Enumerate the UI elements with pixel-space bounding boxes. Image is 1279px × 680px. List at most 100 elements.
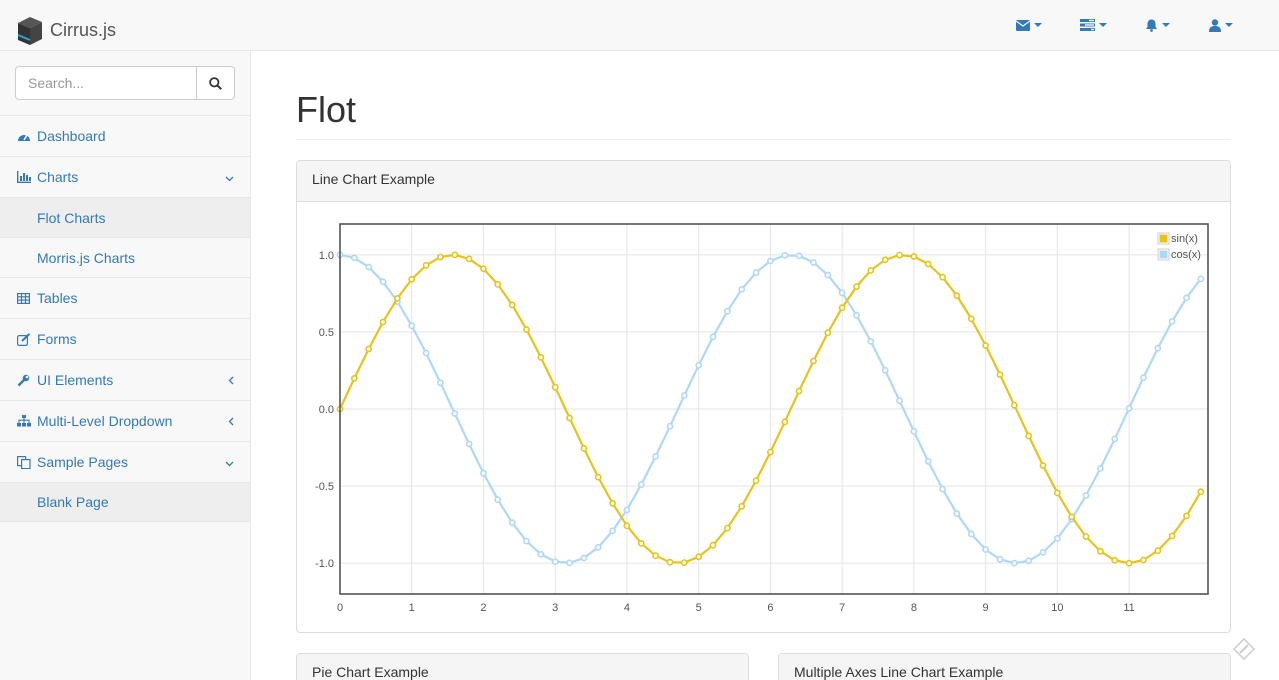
data-point-cos bbox=[623, 506, 631, 514]
plot-border bbox=[339, 223, 1209, 595]
tasks-dropdown[interactable] bbox=[1061, 14, 1125, 36]
brand[interactable]: Cirrus.js bbox=[16, 16, 116, 46]
data-point-sin bbox=[924, 260, 932, 268]
legend-swatch bbox=[1159, 234, 1168, 243]
data-point-sin bbox=[537, 353, 545, 361]
data-point-sin bbox=[996, 371, 1004, 378]
data-point-cos bbox=[508, 519, 516, 527]
data-point-sin bbox=[508, 301, 516, 309]
data-point-cos bbox=[537, 550, 545, 558]
data-point-sin bbox=[781, 418, 789, 426]
data-point-sin bbox=[680, 559, 688, 566]
sidebar-item-multi-level-dropdown[interactable]: Multi-Level Dropdown bbox=[0, 400, 250, 441]
data-point-cos bbox=[724, 307, 731, 315]
data-point-sin bbox=[752, 477, 760, 484]
data-point-sin bbox=[1197, 488, 1205, 496]
y-tick-label: -0.5 bbox=[315, 481, 334, 493]
data-point-cos bbox=[379, 278, 387, 286]
data-point-cos bbox=[580, 554, 588, 562]
data-point-cos bbox=[810, 259, 817, 266]
data-point-cos bbox=[666, 422, 674, 430]
legend-label: sin(x) bbox=[1171, 233, 1198, 245]
data-point-sin bbox=[436, 253, 444, 261]
data-point-cos bbox=[422, 349, 430, 357]
data-point-cos bbox=[594, 543, 602, 551]
x-tick-label: 1 bbox=[409, 602, 415, 614]
sidebar-item-ui-elements[interactable]: UI Elements bbox=[0, 359, 250, 400]
data-point-sin bbox=[824, 329, 832, 337]
sidebar-item-tables[interactable]: Tables bbox=[0, 277, 250, 318]
data-point-cos bbox=[709, 333, 717, 341]
data-point-cos bbox=[408, 322, 416, 330]
sidebar-item-sample-pages[interactable]: Sample Pages bbox=[0, 441, 250, 482]
sidebar-item-morris-charts[interactable]: Morris.js Charts bbox=[0, 237, 250, 277]
legend-label: cos(x) bbox=[1171, 249, 1201, 261]
y-tick-label: 0.0 bbox=[319, 404, 334, 416]
sidebar-item-charts[interactable]: Charts bbox=[0, 156, 250, 197]
data-point-sin bbox=[853, 283, 860, 290]
data-point-cos bbox=[795, 252, 803, 260]
data-point-sin bbox=[982, 342, 989, 349]
chevron-down-icon bbox=[225, 171, 234, 185]
brand-name: Cirrus.js bbox=[50, 19, 116, 40]
data-point-sin bbox=[738, 502, 746, 510]
data-point-sin bbox=[810, 357, 817, 365]
data-point-sin bbox=[566, 414, 573, 422]
data-point-sin bbox=[623, 522, 631, 530]
data-point-sin bbox=[365, 345, 373, 353]
table-icon bbox=[16, 291, 31, 305]
legend-swatch bbox=[1159, 250, 1168, 259]
sidebar-item-forms[interactable]: Forms bbox=[0, 318, 250, 359]
sidebar-item-label: Dashboard bbox=[37, 128, 106, 144]
data-point-sin bbox=[1039, 462, 1047, 469]
x-tick-label: 4 bbox=[624, 602, 630, 614]
x-tick-label: 7 bbox=[839, 602, 845, 614]
caret-down-icon bbox=[1034, 23, 1042, 27]
data-point-cos bbox=[982, 546, 989, 553]
sidebar-item-flot-charts[interactable]: Flot Charts bbox=[0, 197, 250, 237]
sidebar-item-blank-page[interactable]: Blank Page bbox=[0, 482, 250, 522]
x-tick-label: 8 bbox=[911, 602, 917, 614]
x-tick-label: 2 bbox=[480, 602, 486, 614]
data-point-cos bbox=[996, 555, 1004, 563]
panel-heading: Multiple Axes Line Chart Example bbox=[779, 654, 1230, 680]
wrench-icon bbox=[16, 373, 31, 387]
sidebar-item-label: Tables bbox=[37, 290, 78, 306]
top-navbar: Cirrus.js bbox=[0, 0, 1279, 51]
data-point-cos bbox=[1154, 344, 1162, 352]
data-point-cos bbox=[680, 392, 688, 399]
page-title: Flot bbox=[296, 89, 357, 130]
messages-dropdown[interactable] bbox=[997, 14, 1061, 36]
dashboard-icon bbox=[16, 129, 31, 143]
search-button[interactable] bbox=[197, 66, 235, 100]
sidebar-item-dashboard[interactable]: Dashboard bbox=[0, 115, 250, 156]
chevron-down-icon bbox=[225, 456, 234, 470]
data-point-cos bbox=[609, 527, 616, 535]
search-input[interactable] bbox=[15, 66, 197, 100]
data-point-cos bbox=[1197, 275, 1205, 283]
x-tick-label: 0 bbox=[337, 602, 343, 614]
alerts-dropdown[interactable] bbox=[1125, 14, 1189, 36]
data-point-sin bbox=[1097, 547, 1104, 555]
data-point-sin bbox=[1183, 512, 1190, 520]
data-point-cos bbox=[436, 379, 444, 387]
sidebar-menu: Dashboard Charts Flot Charts Morris.js C… bbox=[0, 115, 250, 522]
data-point-sin bbox=[724, 524, 731, 532]
data-point-cos bbox=[480, 469, 487, 477]
data-point-sin bbox=[1140, 556, 1147, 564]
data-point-sin bbox=[480, 265, 487, 273]
data-point-sin bbox=[1168, 532, 1176, 540]
user-dropdown[interactable] bbox=[1189, 14, 1253, 36]
data-point-sin bbox=[1010, 401, 1018, 409]
data-point-sin bbox=[393, 294, 401, 302]
data-point-cos bbox=[523, 537, 530, 545]
data-point-sin bbox=[695, 553, 703, 561]
data-point-cos bbox=[637, 481, 645, 488]
data-point-cos bbox=[953, 510, 961, 517]
x-tick-label: 11 bbox=[1123, 602, 1134, 614]
data-point-sin bbox=[838, 304, 846, 312]
data-point-sin bbox=[652, 552, 659, 560]
data-point-sin bbox=[350, 374, 358, 382]
data-point-cos bbox=[853, 311, 860, 319]
multiple-axes-chart-panel: Multiple Axes Line Chart Example bbox=[778, 653, 1231, 680]
